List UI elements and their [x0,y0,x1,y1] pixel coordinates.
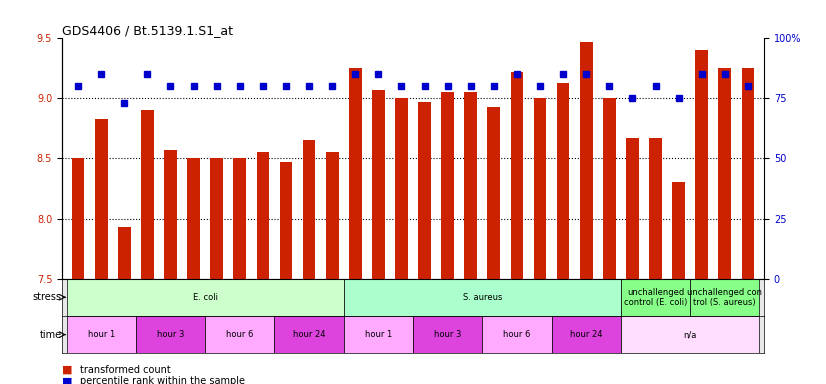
Bar [325,152,339,278]
Text: unchallenged
control (E. coli): unchallenged control (E. coli) [624,288,687,307]
Bar [67,316,135,353]
Bar [274,316,344,353]
Bar [67,278,344,316]
Text: S. aureus: S. aureus [463,293,502,302]
Bar [482,316,552,353]
Bar [205,316,274,353]
Bar [621,316,759,353]
Text: ■: ■ [62,365,73,375]
Text: GDS4406 / Bt.5139.1.S1_at: GDS4406 / Bt.5139.1.S1_at [62,24,233,37]
Text: stress: stress [32,292,61,302]
Bar [135,316,205,353]
Bar [349,68,362,278]
Bar [118,227,131,278]
Bar [257,152,269,278]
Text: hour 3: hour 3 [157,330,184,339]
Text: transformed count: transformed count [80,365,171,375]
Text: percentile rank within the sample: percentile rank within the sample [80,376,245,384]
Bar [621,278,691,316]
Bar [691,278,759,316]
Text: ■: ■ [62,376,73,384]
Bar [395,98,408,278]
Bar [552,316,621,353]
Text: hour 1: hour 1 [365,330,392,339]
Bar [302,141,316,278]
Text: E. coli: E. coli [192,293,217,302]
Bar [441,93,454,278]
Bar [72,159,84,278]
Bar [510,72,524,278]
Bar [344,278,621,316]
Bar [719,68,731,278]
Text: hour 6: hour 6 [503,330,530,339]
Bar [418,102,431,278]
Text: hour 3: hour 3 [434,330,462,339]
Text: hour 24: hour 24 [293,330,325,339]
Text: n/a: n/a [683,330,697,339]
Bar [372,90,385,278]
Bar [141,111,154,278]
Text: hour 1: hour 1 [88,330,115,339]
Bar [344,316,413,353]
Bar [188,159,200,278]
Bar [742,68,754,278]
Text: time: time [40,329,61,339]
Bar [464,93,477,278]
Bar [413,316,482,353]
Bar [649,138,662,278]
Bar [534,98,546,278]
Bar [487,107,501,278]
Bar [672,182,685,278]
Text: hour 6: hour 6 [226,330,254,339]
Bar [557,83,569,278]
Bar [164,150,177,278]
Bar [211,159,223,278]
Bar [603,98,615,278]
Bar [626,138,638,278]
Text: hour 24: hour 24 [570,330,602,339]
Bar [280,162,292,278]
Bar [234,159,246,278]
Bar [95,119,107,278]
Bar [580,42,592,278]
Bar [695,50,708,278]
Text: unchallenged con
trol (S. aureus): unchallenged con trol (S. aureus) [687,288,762,307]
